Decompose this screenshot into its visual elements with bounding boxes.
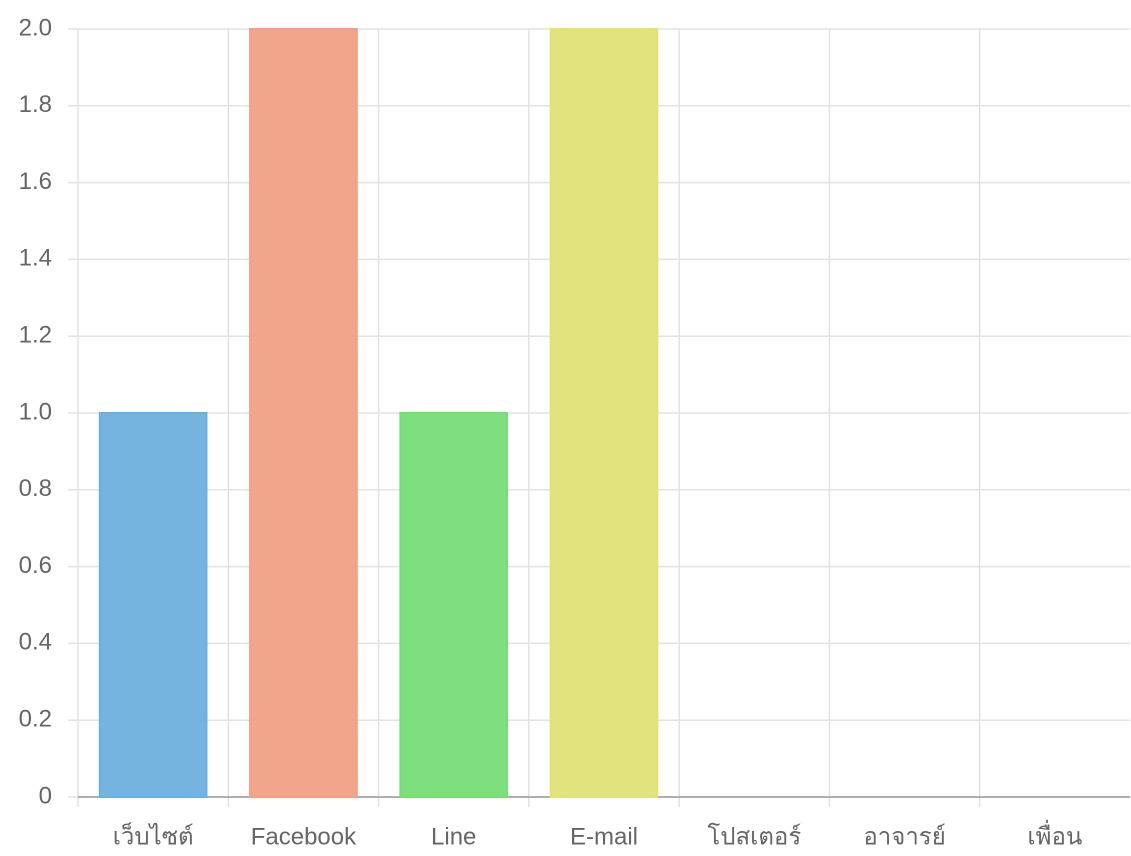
y-tick-label: 1.0 — [19, 398, 52, 425]
bar — [249, 28, 358, 798]
bar — [399, 412, 509, 798]
x-tick-label: อาจารย์ — [863, 822, 945, 850]
x-tick-label: โปสเตอร์ — [707, 822, 801, 850]
y-tick-label: 1.2 — [19, 322, 52, 349]
y-tick-label: 0.2 — [19, 706, 52, 733]
x-tick-label: E-mail — [570, 823, 638, 850]
y-tick-label: 1.8 — [19, 91, 52, 118]
y-tick-label: 0.4 — [19, 629, 52, 656]
y-tick-label: 0.6 — [19, 552, 52, 579]
y-tick-label: 1.6 — [19, 168, 52, 195]
bar — [549, 28, 659, 798]
bar — [98, 412, 208, 798]
y-tick-label: 1.4 — [19, 245, 52, 272]
y-tick-label: 0.8 — [19, 475, 52, 502]
x-tick-label: Facebook — [251, 823, 357, 850]
x-tick-label: Line — [431, 823, 476, 850]
x-tick-label: เว็บไซต์ — [113, 821, 194, 850]
y-tick-label: 2.0 — [19, 14, 52, 41]
x-tick-label: เพื่อน — [1027, 819, 1082, 850]
y-tick-label: 0 — [39, 782, 52, 809]
